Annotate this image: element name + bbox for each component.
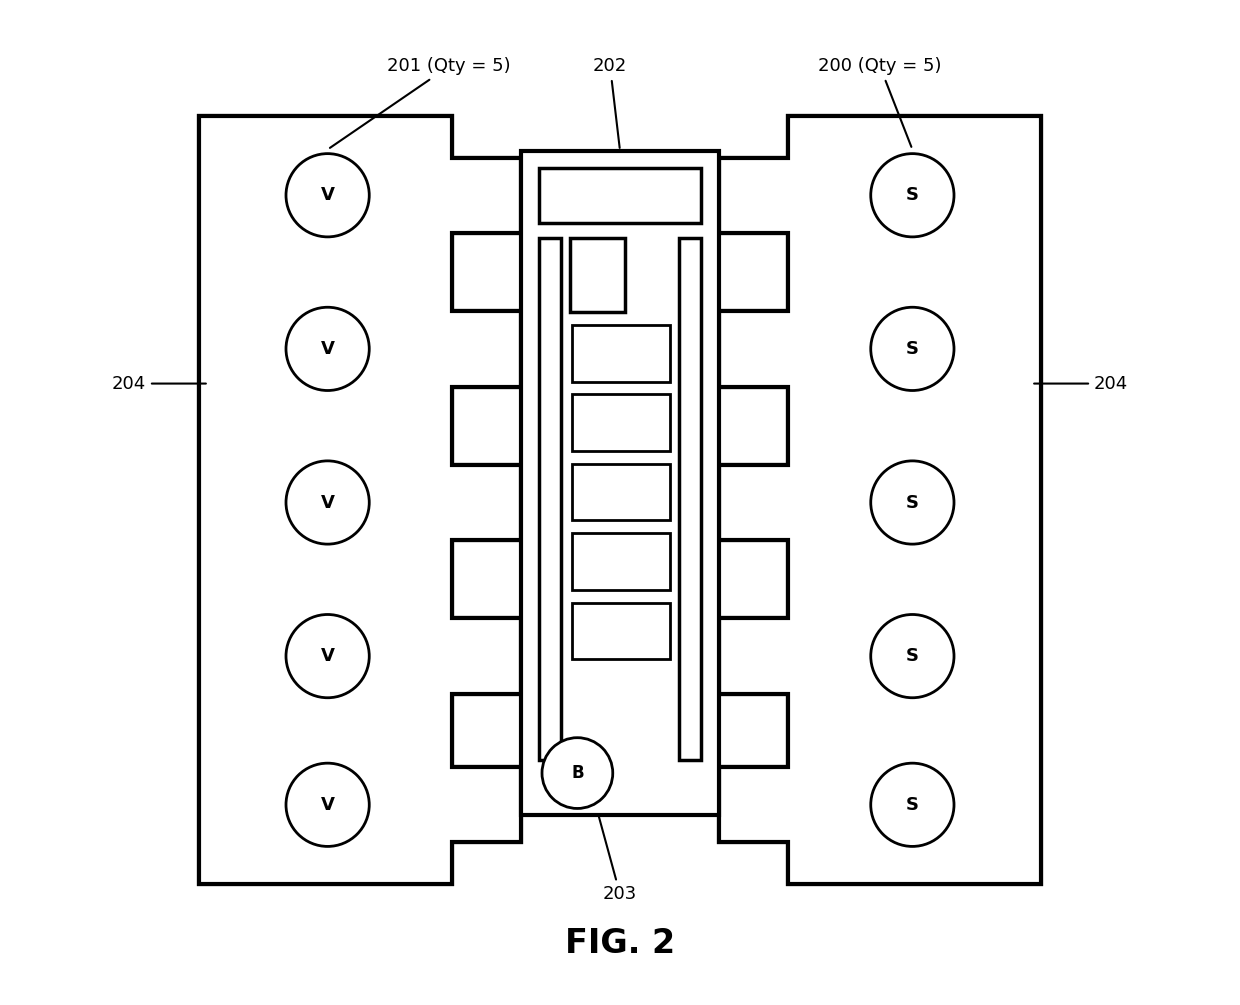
Circle shape (870, 614, 954, 697)
Text: V: V (321, 493, 335, 512)
Polygon shape (719, 116, 1042, 884)
Text: S: S (906, 186, 919, 204)
Circle shape (870, 763, 954, 846)
Circle shape (870, 308, 954, 391)
Text: 200 (Qty = 5): 200 (Qty = 5) (818, 57, 941, 147)
Text: V: V (321, 647, 335, 665)
Text: 204: 204 (1034, 375, 1128, 393)
Text: V: V (321, 340, 335, 358)
Circle shape (542, 738, 613, 808)
Bar (719, 158, 789, 233)
Text: S: S (906, 647, 919, 665)
Circle shape (870, 461, 954, 544)
Bar (570, 238, 625, 313)
Circle shape (286, 614, 370, 697)
Bar (680, 238, 702, 760)
Bar (538, 169, 702, 223)
Circle shape (870, 154, 954, 237)
Bar (451, 618, 521, 693)
Bar (573, 534, 670, 590)
Text: 203: 203 (598, 813, 637, 902)
Text: 204: 204 (112, 375, 206, 393)
Bar (719, 618, 789, 693)
Bar (719, 465, 789, 540)
Polygon shape (198, 116, 521, 884)
Text: S: S (906, 796, 919, 814)
Bar (451, 312, 521, 387)
Bar (451, 158, 521, 233)
Bar (719, 312, 789, 387)
Text: S: S (906, 493, 919, 512)
Bar (573, 464, 670, 521)
Bar (538, 238, 560, 760)
Text: B: B (572, 764, 584, 782)
Bar (198, 116, 451, 884)
Circle shape (286, 154, 370, 237)
Text: 201 (Qty = 5): 201 (Qty = 5) (330, 57, 511, 148)
Bar (573, 395, 670, 451)
Bar (451, 465, 521, 540)
Bar (451, 767, 521, 842)
Bar (573, 603, 670, 659)
Bar (573, 325, 670, 382)
Text: V: V (321, 796, 335, 814)
Text: 202: 202 (593, 57, 627, 148)
Text: FIG. 2: FIG. 2 (565, 927, 675, 960)
Circle shape (286, 763, 370, 846)
Bar (521, 151, 719, 815)
Text: V: V (321, 186, 335, 204)
Bar (789, 116, 1042, 884)
Circle shape (286, 461, 370, 544)
Text: S: S (906, 340, 919, 358)
Bar (719, 767, 789, 842)
Circle shape (286, 308, 370, 391)
